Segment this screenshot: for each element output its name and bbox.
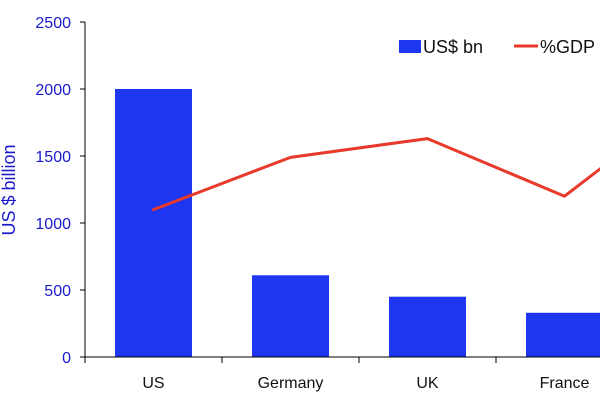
bar-germany xyxy=(252,275,329,357)
x-tick-label: Germany xyxy=(258,375,324,392)
line-%gdp xyxy=(152,137,600,212)
bar-france xyxy=(526,312,600,357)
legend-bar-label: US$ bn xyxy=(423,37,483,57)
axes xyxy=(84,22,600,358)
x-axis-ticks: US Germany UK France xyxy=(84,357,590,392)
bar-us xyxy=(115,89,192,357)
y-axis-ticks: 0 500 1000 1500 2000 2500 xyxy=(35,15,85,367)
y-tick-label: 0 xyxy=(62,350,71,367)
y-tick-label: 500 xyxy=(44,283,71,300)
bar-uk xyxy=(389,296,466,357)
x-tick-label: UK xyxy=(416,375,439,392)
x-tick-label: US xyxy=(142,375,164,392)
y-tick-label: 1000 xyxy=(35,216,71,233)
y-tick-label: 1500 xyxy=(35,149,71,166)
legend-bar-swatch xyxy=(399,40,421,53)
legend: US$ bn %GDP xyxy=(399,37,595,57)
y-tick-label: 2500 xyxy=(35,15,71,32)
bar-series xyxy=(115,89,600,357)
y-axis-title: US $ billion xyxy=(0,144,19,235)
legend-line-label: %GDP xyxy=(540,37,595,57)
line-series xyxy=(152,137,600,212)
x-tick-label: France xyxy=(540,375,590,392)
y-tick-label: 2000 xyxy=(35,82,71,99)
